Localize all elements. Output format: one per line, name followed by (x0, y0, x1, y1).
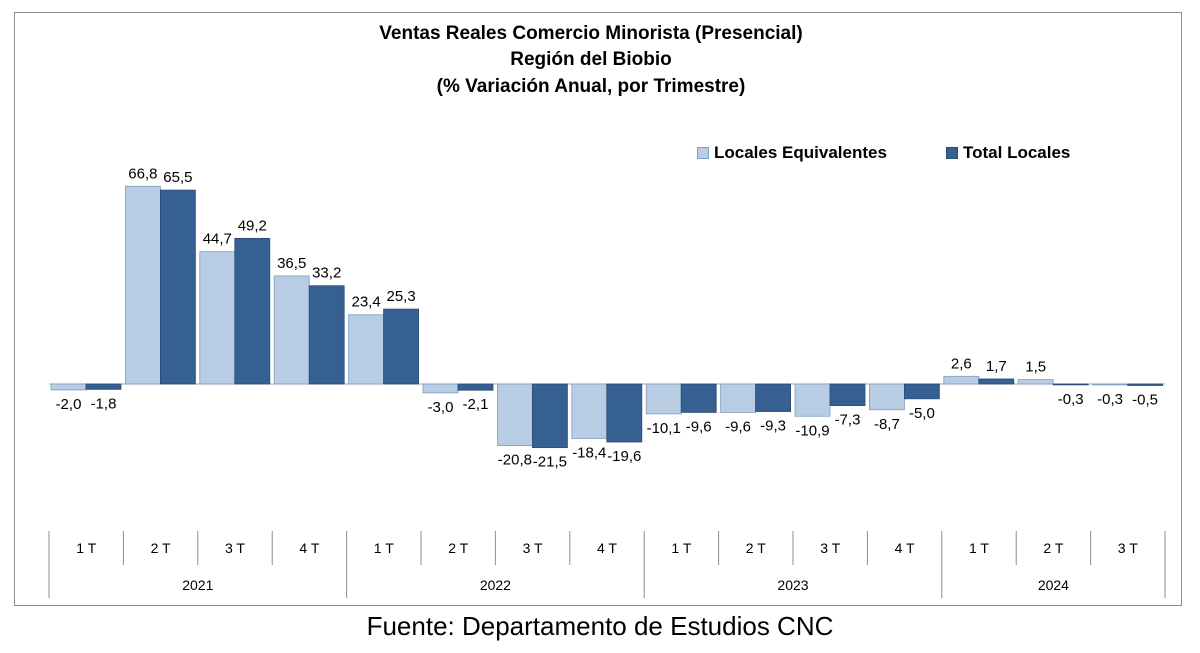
bar-locales-equivalentes-8 (645, 383, 682, 415)
category-tick-label-11: 4 T (895, 540, 915, 556)
bar-locales-equivalentes-12 (943, 375, 980, 385)
chart-plot: -2,066,844,736,523,4-3,0-20,8 -18,4-10,1-… (48, 165, 1166, 598)
data-label-locales-equivalentes-12: 2,6 (951, 355, 972, 372)
bar-locales-equivalentes-9 (720, 383, 756, 413)
data-label-total-locales-7: -19,6 (607, 448, 641, 465)
legend-swatch-total-locales (946, 147, 958, 159)
data-label-locales-equivalentes-3: 36,5 (277, 255, 306, 272)
chart-subtitle-2: (% Variación Anual, por Trimestre) (436, 76, 746, 97)
data-label-locales-equivalentes-4: 23,4 (351, 294, 380, 311)
category-tick-label-0: 1 T (76, 540, 96, 556)
category-tick-label-4: 1 T (374, 540, 394, 556)
data-label-total-locales-14: -0,5 (1132, 391, 1158, 408)
data-label-total-locales-11: -5,0 (909, 405, 935, 422)
data-label-total-locales-0: -1,8 (91, 395, 117, 412)
year-label-0: 2021 (182, 577, 213, 593)
category-tick-label-5: 2 T (448, 540, 468, 556)
bar-total-locales-7 (606, 383, 643, 443)
bar-total-locales-8 (680, 383, 717, 413)
data-label-total-locales-5: -2,1 (463, 396, 489, 413)
category-tick-label-12: 1 T (969, 540, 989, 556)
bar-total-locales-14 (1127, 383, 1163, 386)
bar-total-locales-10 (829, 383, 866, 407)
data-label-locales-equivalentes-0: -2,0 (56, 396, 82, 413)
data-label-locales-equivalentes-1: 66,8 (128, 165, 157, 182)
legend-label-total-locales: Total Locales (963, 143, 1071, 162)
bar-total-locales-2 (234, 237, 271, 385)
category-tick-label-8: 1 T (671, 540, 691, 556)
data-label-locales-equivalentes-11: -8,7 (874, 416, 900, 433)
legend-label-locales-equivalentes: Locales Equivalentes (714, 143, 887, 162)
bar-total-locales-9 (755, 383, 791, 412)
data-label-locales-equivalentes-8: -10,1 (647, 420, 681, 437)
bar-locales-equivalentes-2 (199, 251, 236, 385)
bar-total-locales-6 (532, 383, 568, 449)
bar-total-locales-13 (1052, 383, 1089, 386)
category-tick-label-1: 2 T (151, 540, 171, 556)
bar-locales-equivalentes-5 (422, 383, 459, 394)
bar-total-locales-1 (159, 189, 196, 385)
data-label-total-locales-6: -21,5 (533, 454, 567, 471)
bar-locales-equivalentes-4 (348, 314, 385, 385)
data-label-total-locales-12: 1,7 (986, 358, 1007, 375)
category-tick-label-6: 3 T (523, 540, 543, 556)
year-label-3: 2024 (1038, 577, 1069, 593)
chart-frame: Ventas Reales Comercio Minorista (Presen… (14, 12, 1182, 606)
data-label-total-locales-9: -9,3 (760, 418, 786, 435)
category-tick-label-10: 3 T (820, 540, 840, 556)
category-tick-label-14: 3 T (1118, 540, 1138, 556)
data-label-total-locales-1: 65,5 (163, 169, 192, 186)
bar-total-locales-0 (85, 383, 122, 390)
category-tick-label-9: 2 T (746, 540, 766, 556)
data-label-total-locales-13: -0,3 (1058, 391, 1084, 408)
bar-locales-equivalentes-0 (50, 383, 87, 391)
legend-item-total-locales: Total Locales (946, 143, 1070, 163)
year-label-1: 2022 (480, 577, 511, 593)
bar-total-locales-12 (978, 378, 1015, 385)
data-label-locales-equivalentes-7: -18,4 (572, 444, 606, 461)
data-label-total-locales-10: -7,3 (835, 412, 861, 429)
category-tick-label-13: 2 T (1043, 540, 1063, 556)
legend-swatch-locales-equivalentes (697, 147, 709, 159)
data-label-total-locales-8: -9,6 (686, 418, 712, 435)
data-label-locales-equivalentes-10: -10,9 (795, 422, 829, 439)
data-label-locales-equivalentes-6: -20,8 (498, 452, 532, 469)
bar-locales-equivalentes-1 (125, 185, 161, 385)
chart-title: Ventas Reales Comercio Minorista (Presen… (379, 23, 803, 44)
bar-locales-equivalentes-14 (1092, 383, 1128, 386)
bar-locales-equivalentes-3 (273, 275, 310, 385)
data-label-locales-equivalentes-9: -9,6 (725, 418, 751, 435)
data-label-locales-equivalentes-2: 44,7 (203, 231, 232, 248)
data-label-total-locales-4: 25,3 (386, 288, 415, 305)
bar-total-locales-4 (383, 308, 420, 385)
bar-locales-equivalentes-10 (794, 383, 831, 417)
bar-locales-equivalentes-7 (571, 383, 608, 439)
category-tick-label-7: 4 T (597, 540, 617, 556)
chart-subtitle: Región del Biobio (510, 49, 672, 70)
bar-total-locales-5 (457, 383, 494, 391)
category-tick-label-3: 4 T (299, 540, 319, 556)
data-label-total-locales-3: 33,2 (312, 265, 341, 282)
source-note: Fuente: Departamento de Estudios CNC (366, 611, 834, 641)
year-label-2: 2023 (777, 577, 808, 593)
bar-locales-equivalentes-11 (869, 383, 905, 411)
data-label-locales-equivalentes-5: -3,0 (428, 399, 454, 416)
data-label-locales-equivalentes-14: -0,3 (1097, 391, 1123, 408)
data-label-locales-equivalentes-13: 1,5 (1025, 359, 1046, 376)
legend-item-locales-equivalentes: Locales Equivalentes (697, 143, 887, 163)
bar-locales-equivalentes-6 (496, 383, 533, 446)
category-tick-label-2: 3 T (225, 540, 245, 556)
bar-total-locales-3 (308, 285, 345, 385)
bar-locales-equivalentes-13 (1017, 379, 1054, 385)
bar-total-locales-11 (904, 383, 940, 400)
data-label-total-locales-2: 49,2 (238, 217, 267, 234)
